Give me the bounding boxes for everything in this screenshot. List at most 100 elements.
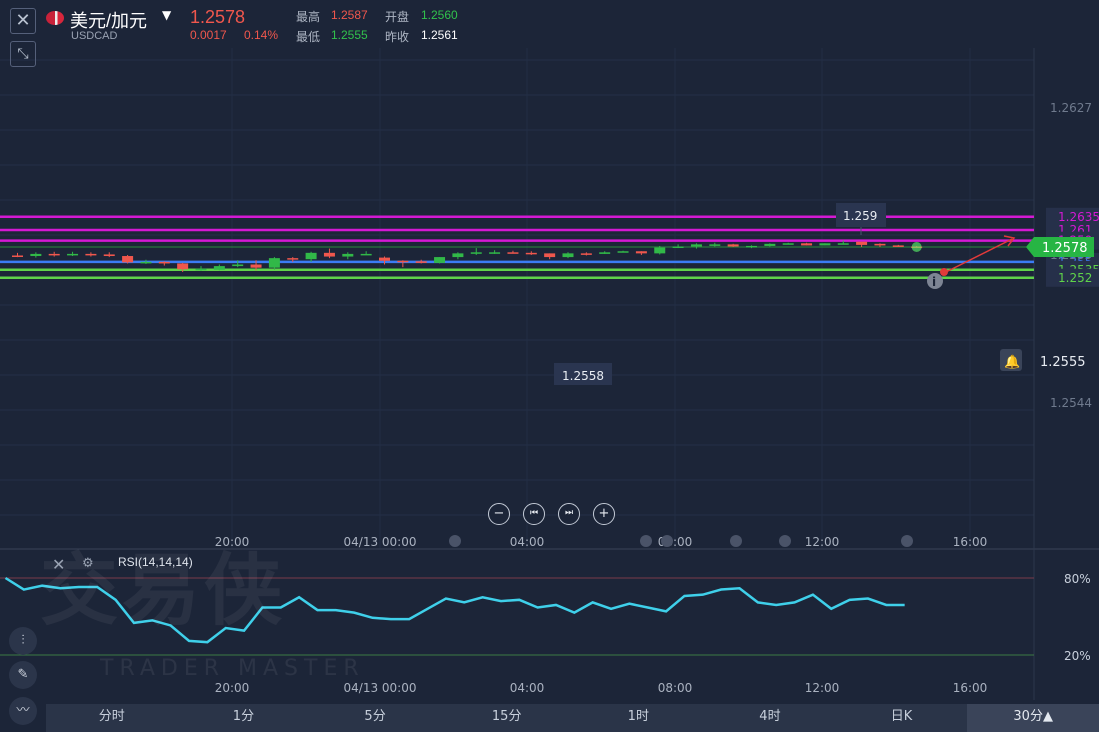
candle-body: [672, 246, 684, 248]
candle-body: [30, 253, 42, 257]
candle-body: [158, 261, 170, 264]
candle-body: [470, 252, 482, 254]
projection-arrow: [943, 238, 1013, 274]
watermark-cn: 交易侠: [40, 546, 287, 636]
symbol-name[interactable]: 美元/加元: [70, 11, 148, 31]
candle-body: [268, 258, 280, 268]
close-icon[interactable]: ✕: [10, 8, 36, 34]
low-value: 1.2555: [331, 28, 368, 42]
tab-4h[interactable]: 4时: [759, 709, 781, 724]
time-axis-label: 04:00: [510, 535, 545, 549]
price-axis-label: 1.2627: [1050, 101, 1092, 115]
candle-body: [140, 261, 152, 264]
zoom-in-button[interactable]: +: [593, 503, 615, 525]
rsi-label: RSI(14,14,14): [118, 555, 193, 569]
candle-body: [379, 257, 390, 261]
event-marker: [449, 535, 461, 547]
caret-down-icon[interactable]: ▼: [162, 8, 172, 22]
draw-pencil-icon[interactable]: ✎: [9, 661, 37, 689]
close-rsi-icon[interactable]: ✕: [52, 555, 66, 574]
candle-body: [85, 253, 97, 256]
candle-body: [507, 252, 519, 254]
event-marker: [640, 535, 652, 547]
scroll-start-button[interactable]: ⏮: [523, 503, 545, 525]
high-tooltip: [836, 203, 886, 227]
candle-body: [177, 263, 189, 270]
candle-body: [874, 243, 886, 246]
candle-body: [635, 251, 647, 254]
tab-5m[interactable]: 5分: [364, 709, 386, 724]
last-price: 1.2578: [190, 7, 246, 27]
current-price-text: 1.2578: [1042, 241, 1088, 256]
tab-daily[interactable]: 日K: [890, 709, 913, 724]
candle-body: [856, 241, 868, 245]
symbol-code: USDCAD: [71, 30, 118, 42]
high-tooltip-text: 1.259: [843, 209, 877, 223]
tab-30m[interactable]: 30分▲: [967, 704, 1099, 732]
alert-price: 1.2555: [1040, 355, 1086, 370]
low-tooltip: [554, 363, 612, 385]
candle-body: [801, 243, 813, 246]
rsi-panel: 80% 20%: [0, 572, 1091, 663]
candle-body: [489, 252, 501, 254]
scroll-end-button[interactable]: ⏭: [558, 503, 580, 525]
tab-15m[interactable]: 15分: [491, 709, 522, 724]
zoom-out-button[interactable]: −: [488, 503, 510, 525]
candle-body: [544, 253, 556, 258]
candle-body: [122, 256, 134, 263]
candle-body: [746, 245, 757, 248]
level-price: 1.2635: [1058, 210, 1099, 224]
info-icon: [927, 273, 943, 289]
candle-body: [617, 251, 629, 253]
change-value: 0.0017: [190, 28, 227, 42]
candle-body: [690, 244, 702, 247]
event-marker: [779, 535, 791, 547]
open-label: 开盘: [385, 10, 410, 24]
candle-body: [397, 260, 409, 263]
level-tag: [1046, 268, 1099, 287]
settings-icon[interactable]: ⚙: [82, 556, 94, 571]
bell-icon: [1000, 349, 1022, 371]
low-label: 最低: [296, 30, 321, 44]
candle-body: [727, 244, 739, 247]
time-axis-label: 12:00: [805, 535, 840, 549]
shrink-icon[interactable]: ⤡: [10, 41, 36, 67]
candle-body: [305, 252, 317, 260]
candle-body: [782, 243, 794, 245]
candle-body: [525, 252, 537, 255]
candles: i 1.259 1.2558: [12, 203, 1016, 385]
candle-body: [67, 253, 79, 256]
change-percent: 0.14%: [244, 28, 279, 42]
candle-body: [213, 266, 225, 270]
open-value: 1.2560: [421, 8, 458, 22]
candle-type-icon[interactable]: ⫶: [9, 627, 37, 655]
candle-body: [323, 252, 335, 257]
watermark-en: TRADER MASTER: [100, 656, 365, 681]
tab-1m[interactable]: 1分: [232, 709, 255, 724]
rsi-time-axis-label: 08:00: [658, 681, 693, 695]
level-price: 1.252: [1058, 271, 1092, 285]
arrow-head: [1003, 235, 1016, 247]
candle-body: [250, 264, 262, 268]
time-axis-label: 20:00: [215, 535, 250, 549]
rsi-time-axis-label: 04:00: [510, 681, 545, 695]
prev-close-label: 昨收: [385, 30, 410, 44]
timeframe-tabs: 分时 1分 5分 15分 1时 4时 日K 30分▲: [46, 704, 1099, 732]
bell-glyph: 🔔: [1004, 354, 1020, 370]
indicator-icon[interactable]: 〰: [9, 697, 37, 725]
header: ✕ 美元/加元 ▼ USDCAD 1.2578 0.0017 0.14% 最高 …: [0, 0, 480, 48]
tab-timeline[interactable]: 分时: [98, 709, 125, 724]
rsi-lower-label: 20%: [1064, 649, 1091, 663]
event-marker: [730, 535, 742, 547]
candle-body: [892, 245, 904, 247]
live-dot: [911, 242, 922, 253]
chart-background: [0, 48, 1099, 548]
candle-body: [709, 244, 721, 246]
high-label: 最高: [296, 10, 321, 24]
candle-body: [103, 254, 115, 257]
rsi-line: [4, 576, 905, 644]
chart-grid: [0, 48, 1099, 700]
tab-1h[interactable]: 1时: [627, 709, 649, 724]
